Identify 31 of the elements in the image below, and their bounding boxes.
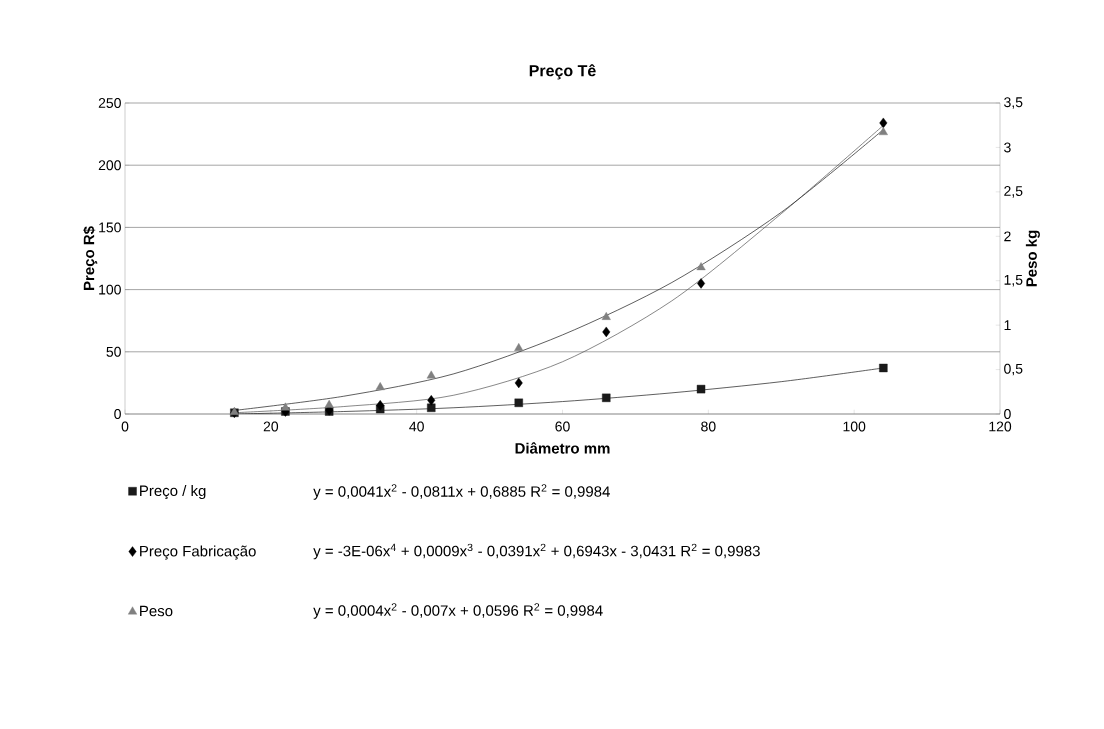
text: y = -3E-06x$^{4}$ + 0,0009x$^{3}$ - 0,0391x$^{2}$ + 0,6943x - 3,0431 R$^{2}$ = 0,9983 bbox=[313, 543, 760, 560]
x-tick-label: 20 bbox=[263, 421, 279, 432]
legend-label: Peso bbox=[140, 605, 173, 617]
y2-tick-label: 0 bbox=[1004, 409, 1011, 419]
x-tick-label: 100 bbox=[843, 421, 866, 432]
y-tick-label: 200 bbox=[98, 160, 121, 171]
text: y = 0,0041x$^{2}$ - 0,0811x + 0,6885 R$^{2}$ = 0,9984 bbox=[313, 484, 610, 500]
y2-tick-label: 3,5 bbox=[1004, 97, 1023, 109]
x-tick-label: 0 bbox=[121, 421, 129, 432]
x-tick-label: 60 bbox=[555, 421, 570, 432]
x-axis-title: Diâmetro mm bbox=[515, 442, 610, 454]
chart-title: Preço Tê bbox=[529, 64, 596, 80]
y2-tick-label: 0,5 bbox=[1004, 363, 1023, 376]
y2-tick-label: 3 bbox=[1004, 142, 1011, 153]
x-tick-label: 120 bbox=[989, 421, 1012, 432]
y-axis-title: Preço R$ bbox=[83, 226, 98, 291]
y2-tick-label: 2,5 bbox=[1004, 186, 1023, 198]
legend-label: Preço Fabricação bbox=[140, 545, 256, 560]
y2-tick-label: 1,5 bbox=[1004, 275, 1023, 287]
y-tick-label: 0 bbox=[114, 409, 121, 419]
x-tick-label: 40 bbox=[409, 421, 424, 432]
y2-axis-title: Peso kg bbox=[1025, 230, 1040, 287]
y-tick-label: 150 bbox=[99, 222, 121, 233]
y-tick-label: 250 bbox=[98, 98, 121, 108]
y-tick-label: 50 bbox=[106, 346, 121, 357]
x-tick-label: 80 bbox=[701, 421, 716, 432]
y2-tick-label: 2 bbox=[1004, 231, 1011, 242]
y-tick-label: 100 bbox=[99, 284, 121, 295]
y2-tick-label: 1 bbox=[1004, 320, 1011, 330]
text: y = 0,0004x$^{2}$ - 0,007x + 0,0596 R$^{2}$ = 0,9984 bbox=[313, 603, 603, 619]
legend-label: Preço / kg bbox=[140, 485, 206, 500]
